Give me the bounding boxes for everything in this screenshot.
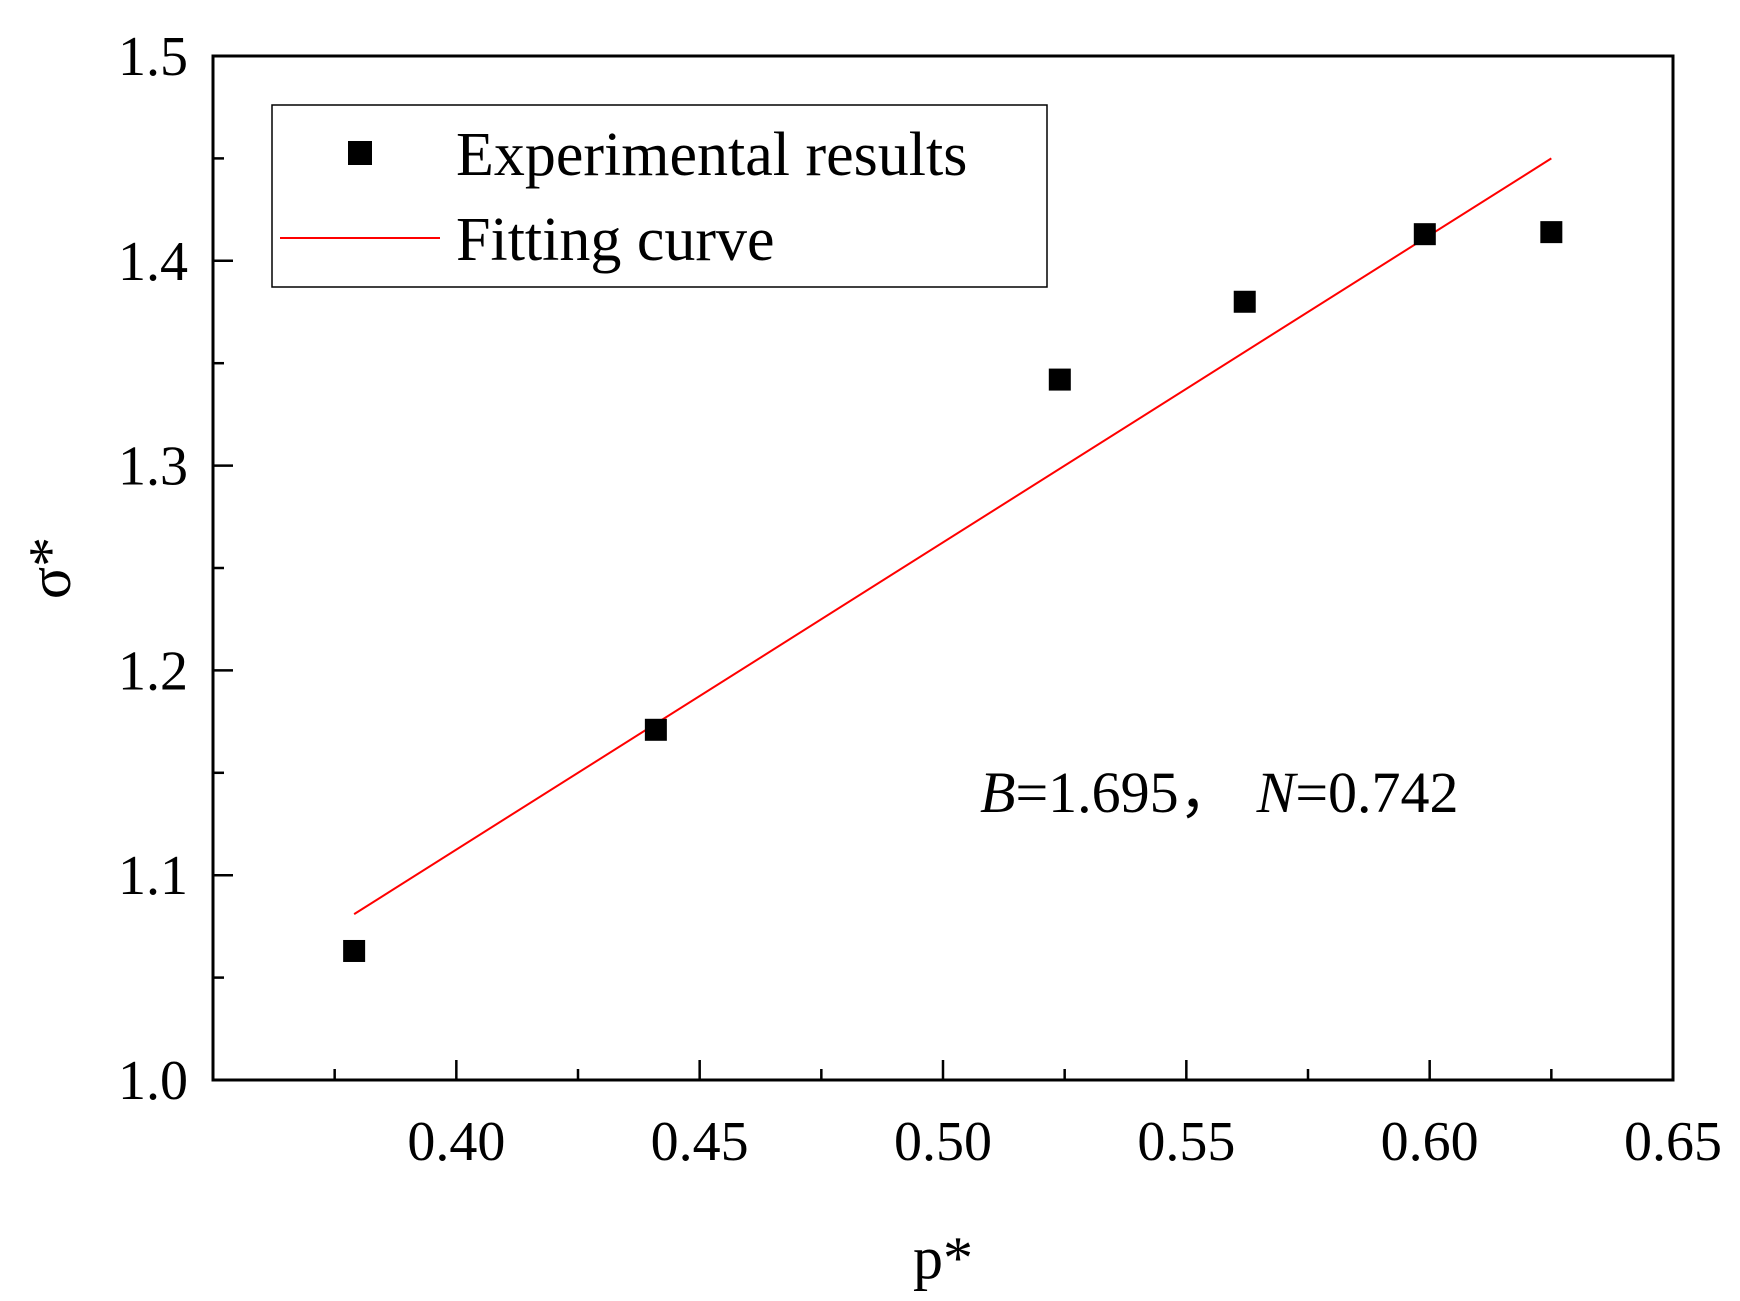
y-tick-label: 1.4 — [118, 231, 188, 293]
param-b-label: B — [980, 760, 1015, 825]
x-axis-title: p* — [913, 1225, 973, 1291]
legend: Experimental results Fitting curve — [271, 104, 1048, 288]
experimental-points — [343, 221, 1563, 962]
legend-box — [271, 104, 1048, 288]
y-axis-title: σ* — [17, 537, 83, 599]
param-b-value: =1.695， — [1015, 760, 1236, 825]
y-tick-label: 1.3 — [118, 436, 188, 498]
data-point — [1540, 221, 1563, 244]
x-tick-label: 0.45 — [651, 1111, 749, 1173]
param-n-value: =0.742 — [1295, 760, 1458, 825]
y-tick-label: 1.2 — [118, 640, 188, 702]
legend-label-experimental: Experimental results — [456, 121, 967, 189]
legend-label-fitting: Fitting curve — [456, 206, 775, 274]
y-tick-label: 1.1 — [118, 845, 188, 907]
tick-labels: 0.40 0.45 0.50 0.55 0.60 0.65 1.0 1.1 1.2 1.3 1.4 1… — [118, 26, 1722, 1173]
y-tick-label: 1.0 — [118, 1050, 188, 1112]
x-tick-label: 0.50 — [894, 1111, 992, 1173]
data-point — [644, 718, 667, 741]
data-point — [343, 939, 366, 962]
x-tick-label: 0.65 — [1624, 1111, 1722, 1173]
param-n-label: N — [1256, 760, 1299, 825]
y-tick-label: 1.5 — [118, 26, 188, 88]
data-point — [1048, 368, 1071, 391]
x-tick-label: 0.60 — [1381, 1111, 1479, 1173]
x-tick-label: 0.55 — [1137, 1111, 1235, 1173]
data-point — [1233, 290, 1256, 313]
axis-ticks — [211, 54, 1675, 1082]
x-tick-label: 0.40 — [407, 1111, 505, 1173]
data-point — [1413, 223, 1436, 246]
fitting-curve-line — [353, 157, 1552, 915]
legend-marker-square — [348, 141, 372, 165]
fit-parameters-annotation: B=1.695， N=0.742 — [980, 760, 1459, 825]
